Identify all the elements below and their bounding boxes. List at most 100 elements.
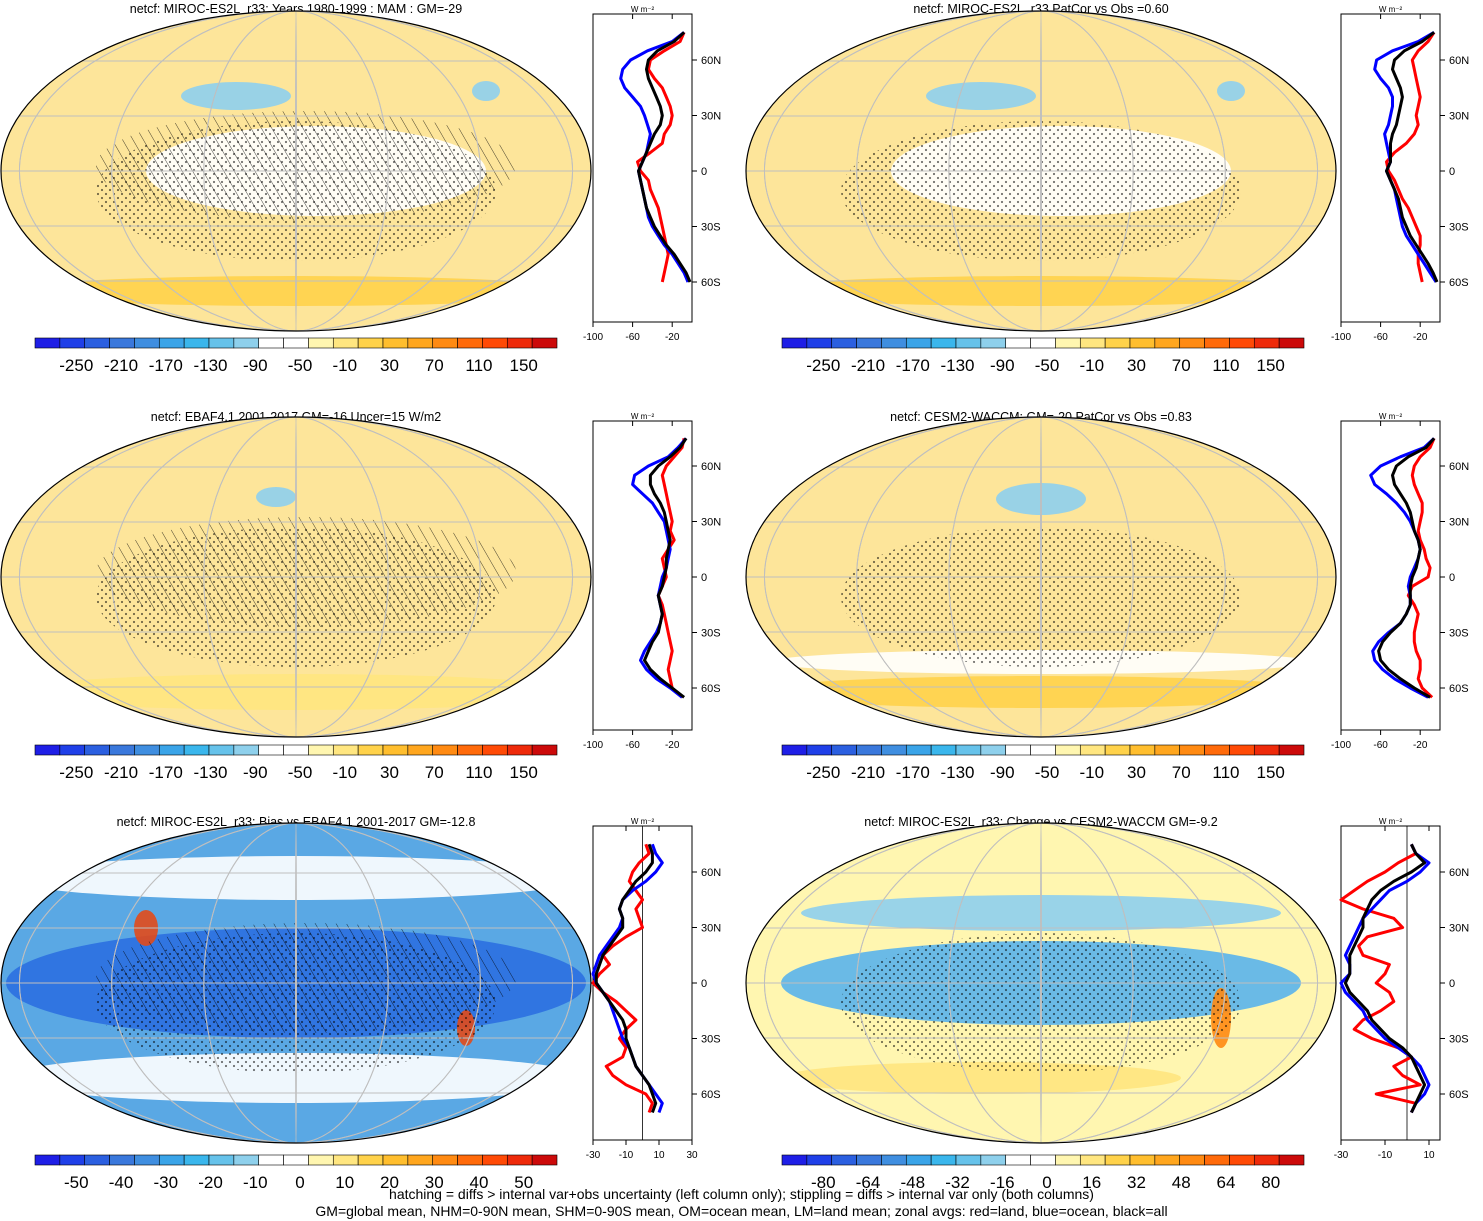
zonal-series-ocean [1339,843,1431,1114]
colorbar-swatch [1278,1154,1305,1166]
lat-tick-label: 30N [701,111,721,123]
colorbar-swatch [955,744,982,756]
colorbar-tick-label: -130 [940,763,974,782]
colorbar-tick-label: -250 [59,763,93,782]
colorbar-swatch [183,744,210,756]
colorbar-swatch [930,337,957,349]
colorbar-swatch [382,337,409,349]
colorbar-swatch [283,1154,309,1166]
colorbar-tick-label: 0 [1042,1173,1051,1192]
colorbar-tick-label: -130 [193,763,227,782]
zonal-series-land [1339,843,1422,1114]
zonal-profile-frame [592,13,693,323]
x-tick-label: -60 [625,332,640,343]
lat-tick-label: 30N [1449,923,1469,935]
colorbar-tick-label: -50 [288,356,313,375]
colorbar-tick-label: -250 [806,763,840,782]
colorbar-swatch [134,337,160,349]
colorbar-swatch [1179,337,1205,349]
colorbar-tick-label: 20 [380,1173,399,1192]
colorbar-swatch [1030,337,1056,349]
colorbar-tick-label: 150 [510,763,538,782]
meridian-line [203,823,389,1143]
map-border [0,822,592,1144]
colorbar-tick-label: 30 [1127,356,1146,375]
x-tick-label: -30 [1334,1150,1349,1161]
meridian-line [18,823,574,1143]
colorbar-tick-label: -50 [1035,763,1060,782]
lat-tick-label: 0 [1449,978,1455,990]
colorbar-swatch [482,337,508,349]
colorbar-swatch [1229,744,1255,756]
colorbar-swatch [955,337,982,349]
colorbar-tick-label: -130 [193,356,227,375]
meridian-line [295,11,297,331]
colorbar-tick-label: 80 [1261,1173,1280,1192]
zonal-profile-units: W m⁻² [1379,412,1403,421]
zonal-series-ocean [1369,437,1436,699]
colorbar-swatch [1129,1154,1156,1166]
lat-tick-label: 60S [701,277,721,289]
colorbar-swatch [781,1154,808,1166]
zonal-profile-units: W m⁻² [1379,5,1403,14]
zonal-series-all [643,437,688,699]
colorbar-swatch [84,337,110,349]
x-tick-label: -100 [583,332,603,343]
colorbar-swatch [258,337,284,349]
colorbar-swatch [930,1154,957,1166]
colorbar-swatch [905,1154,932,1166]
colorbar-swatch [332,744,359,756]
colorbar-tick-label: -32 [945,1173,970,1192]
colorbar-swatch [84,744,110,756]
colorbar-swatch [1129,337,1156,349]
x-tick-label: -20 [1413,332,1428,343]
zonal-series-all [637,31,692,283]
colorbar-tick-label: -90 [990,356,1015,375]
colorbar-tick-label: 64 [1217,1173,1236,1192]
colorbar-swatch [34,337,61,349]
colorbar-swatch [158,337,185,349]
colorbar-swatch [332,1154,359,1166]
x-tick-label: -100 [1331,332,1351,343]
colorbar-tick-label: -40 [109,1173,134,1192]
colorbar-tick-label: -30 [153,1173,178,1192]
colorbar-swatch [432,744,458,756]
colorbar-tick-label: 10 [335,1173,354,1192]
colorbar-swatch [109,744,135,756]
colorbar-swatch [1253,744,1280,756]
lat-tick-label: 60N [701,461,721,473]
colorbar-swatch [781,337,808,349]
colorbar-tick-label: 110 [465,356,492,375]
lat-tick-label: 60S [1449,1089,1469,1101]
map-field [746,11,1336,331]
colorbar-tick-label: -170 [149,356,183,375]
zonal-series-all [1377,437,1436,699]
anomaly-region [256,487,296,507]
colorbar-swatch [382,744,409,756]
meridian-line [18,11,574,331]
colorbar-swatch [208,1154,235,1166]
meridian-line [1040,417,1042,737]
meridian-line [856,823,1226,1143]
map-field [1,11,591,331]
colorbar-swatch [308,337,334,349]
colorbar-tick-label: 30 [1127,763,1146,782]
zonal-profile-frame [1340,420,1441,731]
colorbar-swatch [357,744,384,756]
zonal-series-ocean [591,843,664,1114]
hatching-overlay [96,923,516,1033]
lat-tick-label: 60N [1449,461,1469,473]
lat-tick-label: 60N [701,867,721,879]
colorbar-swatch [1079,744,1106,756]
colorbar-swatch [1055,1154,1081,1166]
colorbar-tick-label: -10 [1079,356,1104,375]
lat-tick-label: 60N [1449,55,1469,67]
colorbar-swatch [59,744,86,756]
meridian-line [18,417,574,737]
colorbar-swatch [881,337,907,349]
zonal-series-all [1343,843,1427,1114]
anomaly-region [472,81,500,101]
colorbar-swatch [432,337,458,349]
meridian-line [856,11,1226,331]
colorbar-swatch [1030,744,1056,756]
